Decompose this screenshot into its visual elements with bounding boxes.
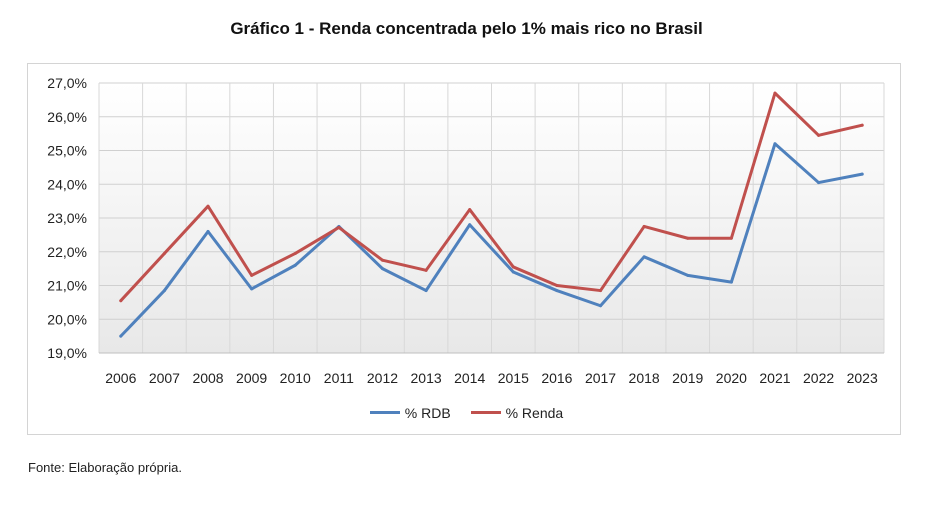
x-tick-label: 2021	[759, 370, 790, 386]
data-point-renda	[162, 251, 166, 255]
x-tick-label: 2019	[672, 370, 703, 386]
data-point-renda	[293, 251, 297, 255]
x-tick-label: 2010	[280, 370, 311, 386]
y-tick-label: 23,0%	[47, 210, 87, 226]
data-point-rdb	[686, 273, 690, 277]
x-tick-label: 2018	[629, 370, 660, 386]
x-tick-label: 2012	[367, 370, 398, 386]
data-point-renda	[119, 299, 123, 303]
data-point-renda	[511, 265, 515, 269]
chart-title: Gráfico 1 - Renda concentrada pelo 1% ma…	[230, 19, 703, 38]
source-note: Fonte: Elaboração própria.	[28, 460, 182, 475]
data-point-renda	[860, 123, 864, 127]
data-point-renda	[468, 208, 472, 212]
y-tick-label: 21,0%	[47, 278, 87, 294]
x-tick-label: 2017	[585, 370, 616, 386]
legend-label-renda: % Renda	[505, 404, 564, 421]
data-point-renda	[773, 91, 777, 95]
legend-swatch-renda	[470, 411, 501, 414]
x-tick-label: 2020	[716, 370, 747, 386]
legend-label-rdb: % RDB	[404, 404, 451, 421]
x-tick-label: 2022	[803, 370, 834, 386]
legend: % RDB % Renda	[0, 401, 933, 421]
data-point-renda	[599, 289, 603, 293]
x-tick-label: 2014	[454, 370, 485, 386]
data-point-renda	[817, 133, 821, 137]
data-point-rdb	[773, 142, 777, 146]
y-tick-label: 24,0%	[47, 176, 87, 192]
series-line-rdb	[119, 142, 864, 338]
data-point-renda	[642, 224, 646, 228]
data-point-rdb	[511, 270, 515, 274]
data-point-rdb	[860, 172, 864, 176]
x-tick-label: 2013	[411, 370, 442, 386]
x-tick-label: 2008	[192, 370, 223, 386]
x-tick-label: 2011	[324, 370, 354, 386]
y-tick-label: 22,0%	[47, 244, 87, 260]
data-point-rdb	[380, 267, 384, 271]
legend-swatch-rdb	[369, 411, 400, 414]
data-point-rdb	[206, 230, 210, 233]
y-tick-label: 19,0%	[47, 345, 87, 361]
x-tick-label: 2023	[847, 370, 878, 386]
data-point-rdb	[468, 223, 472, 227]
data-point-rdb	[293, 263, 297, 267]
x-tick-label: 2015	[498, 370, 529, 386]
data-point-renda	[250, 273, 254, 277]
data-point-rdb	[642, 255, 646, 259]
data-point-renda	[424, 268, 428, 272]
data-point-rdb	[599, 304, 603, 308]
data-point-renda	[337, 225, 341, 229]
y-tick-label: 25,0%	[47, 143, 87, 159]
data-point-rdb	[250, 287, 254, 291]
x-tick-label: 2016	[541, 370, 572, 386]
data-point-rdb	[162, 289, 166, 293]
series-line-renda	[119, 91, 864, 303]
y-tick-label: 27,0%	[47, 75, 87, 91]
data-point-rdb	[424, 289, 428, 293]
x-tick-label: 2009	[236, 370, 267, 386]
data-point-renda	[555, 284, 559, 287]
x-tick-label: 2006	[105, 370, 136, 386]
legend-item-rdb: % RDB	[369, 404, 451, 421]
data-point-rdb	[729, 280, 733, 284]
data-point-rdb	[119, 334, 123, 338]
data-point-renda	[729, 236, 733, 240]
data-point-rdb	[817, 181, 821, 185]
data-point-renda	[686, 236, 690, 240]
y-tick-label: 20,0%	[47, 311, 87, 327]
data-point-renda	[380, 258, 384, 262]
data-point-rdb	[555, 289, 559, 293]
legend-item-renda: % Renda	[470, 404, 564, 421]
x-tick-label: 2007	[149, 370, 180, 386]
y-tick-label: 26,0%	[47, 109, 87, 125]
data-point-renda	[206, 204, 210, 208]
